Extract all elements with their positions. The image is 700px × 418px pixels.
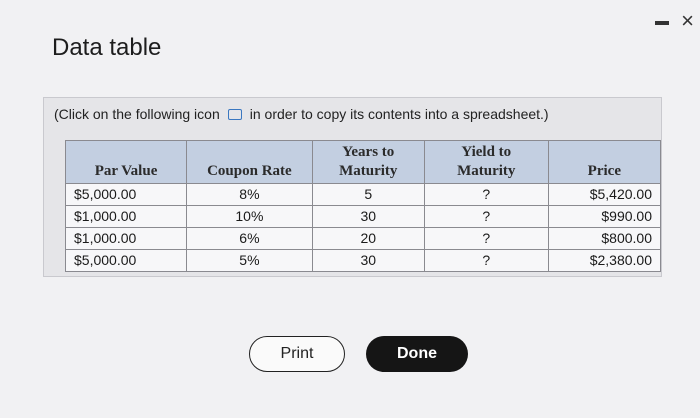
dialog-title: Data table — [52, 34, 162, 61]
cell-years: 30 — [311, 205, 425, 228]
cell-years: 5 — [311, 183, 425, 206]
cell-coupon-rate: 8% — [186, 183, 313, 206]
done-button[interactable]: Done — [366, 336, 468, 372]
close-icon[interactable]: × — [681, 8, 694, 33]
cell-par-value: $1,000.00 — [64, 227, 188, 250]
cell-yield: ? — [423, 183, 549, 206]
cell-coupon-rate: 10% — [186, 205, 313, 228]
header-coupon-rate: Coupon Rate — [186, 140, 313, 184]
table-row: $1,000.00 10% 30 ? $990.00 — [64, 205, 662, 228]
cell-coupon-rate: 5% — [186, 249, 313, 272]
table-row: $1,000.00 6% 20 ? $800.00 — [64, 227, 662, 250]
cell-price: $800.00 — [547, 227, 662, 250]
table-header-row: Par Value Coupon Rate Years to Maturity … — [64, 140, 662, 184]
cell-coupon-rate: 6% — [186, 227, 313, 250]
copy-instruction: (Click on the following icon in order to… — [54, 106, 549, 122]
cell-yield: ? — [423, 205, 549, 228]
instruction-text-before: (Click on the following icon — [54, 106, 220, 122]
instruction-text-after: in order to copy its contents into a spr… — [249, 106, 549, 122]
cell-par-value: $5,000.00 — [64, 183, 188, 206]
cell-price: $2,380.00 — [547, 249, 662, 272]
table-row: $5,000.00 8% 5 ? $5,420.00 — [64, 183, 662, 206]
cell-yield: ? — [423, 227, 549, 250]
window-controls: × — [655, 10, 694, 32]
header-yield-to-maturity: Yield to Maturity — [423, 140, 549, 184]
cell-years: 20 — [311, 227, 425, 250]
table-row: $5,000.00 5% 30 ? $2,380.00 — [64, 249, 662, 272]
cell-yield: ? — [423, 249, 549, 272]
cell-price: $990.00 — [547, 205, 662, 228]
header-par-value: Par Value — [64, 140, 188, 184]
data-table-panel: (Click on the following icon in order to… — [43, 97, 662, 277]
header-price: Price — [547, 140, 662, 184]
cell-price: $5,420.00 — [547, 183, 662, 206]
cell-par-value: $5,000.00 — [64, 249, 188, 272]
print-button[interactable]: Print — [249, 336, 345, 372]
minimize-icon[interactable] — [655, 21, 670, 25]
header-years-to-maturity: Years to Maturity — [311, 140, 425, 184]
cell-years: 30 — [311, 249, 425, 272]
copy-icon[interactable] — [227, 108, 242, 120]
bond-table: Par Value Coupon Rate Years to Maturity … — [64, 140, 662, 272]
cell-par-value: $1,000.00 — [64, 205, 188, 228]
